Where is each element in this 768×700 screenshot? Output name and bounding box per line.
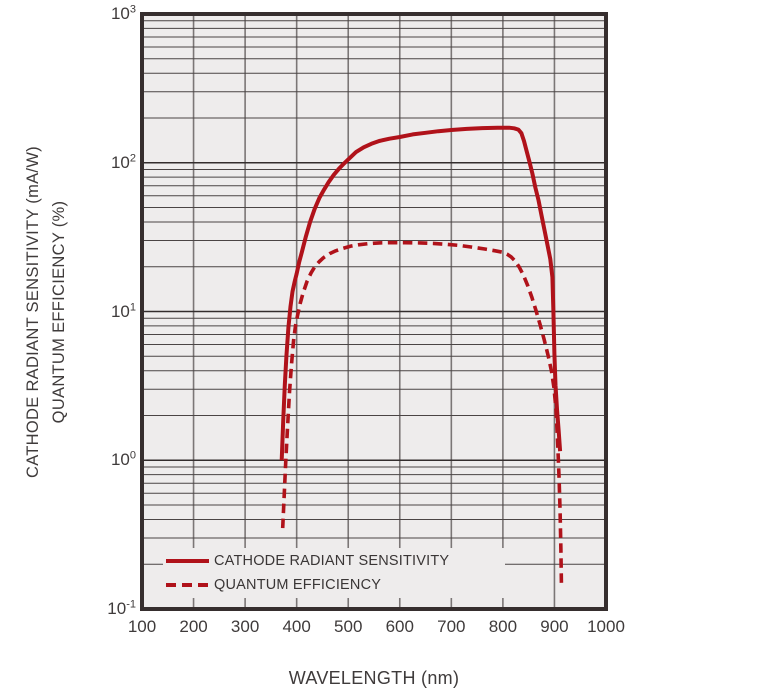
y-axis-title-line2: QUANTUM EFFICIENCY (%): [50, 200, 68, 423]
dashed-line-swatch: [166, 583, 209, 587]
y-tick-label-1e2: 102: [110, 152, 136, 172]
plot-border: [140, 12, 608, 611]
x-tick-label-1000: 1000: [587, 617, 625, 636]
y-axis-title: CATHODE RADIANT SENSITIVITY (mA/W) QUANT…: [4, 14, 88, 609]
y-tick-label-1e1: 101: [110, 300, 136, 321]
legend-label-cathode-radiant-sensitivity: CATHODE RADIANT SENSITIVITY: [214, 553, 450, 569]
x-tick-label-700: 700: [437, 617, 466, 636]
y-tick-label-1e0: 100: [110, 449, 136, 470]
x-tick-label-900: 900: [540, 617, 569, 636]
x-tick-label-300: 300: [230, 617, 260, 636]
y-tick-label-1e-1: 10-1: [107, 598, 136, 618]
x-tick-label-400: 400: [282, 617, 311, 636]
y-tick-label-1e3: 103: [110, 3, 136, 23]
x-tick-label-200: 200: [179, 617, 208, 636]
x-tick-label-500: 500: [334, 617, 363, 636]
curve-quantum-efficiency: [280, 240, 564, 583]
legend-label-quantum-efficiency: QUANTUM EFFICIENCY: [214, 577, 382, 593]
curve-cathode-radiant-sensitivity: [279, 125, 563, 461]
x-tick-label-800: 800: [488, 617, 518, 636]
y-axis-title-line1: CATHODE RADIANT SENSITIVITY (mA/W): [24, 145, 42, 478]
y-axis-title-text: CATHODE RADIANT SENSITIVITY (mA/W) QUANT…: [20, 146, 72, 478]
solid-line-swatch: [166, 559, 209, 563]
x-tick-label-100: 100: [127, 617, 157, 636]
legend: CATHODE RADIANT SENSITIVITY QUANTUM EFFI…: [163, 548, 505, 598]
x-tick-label-600: 600: [385, 617, 414, 636]
x-axis-title: WAVELENGTH (nm): [288, 668, 460, 688]
legend-item-quantum-efficiency: QUANTUM EFFICIENCY: [166, 574, 505, 596]
legend-item-cathode-radiant-sensitivity: CATHODE RADIANT SENSITIVITY: [166, 550, 505, 572]
